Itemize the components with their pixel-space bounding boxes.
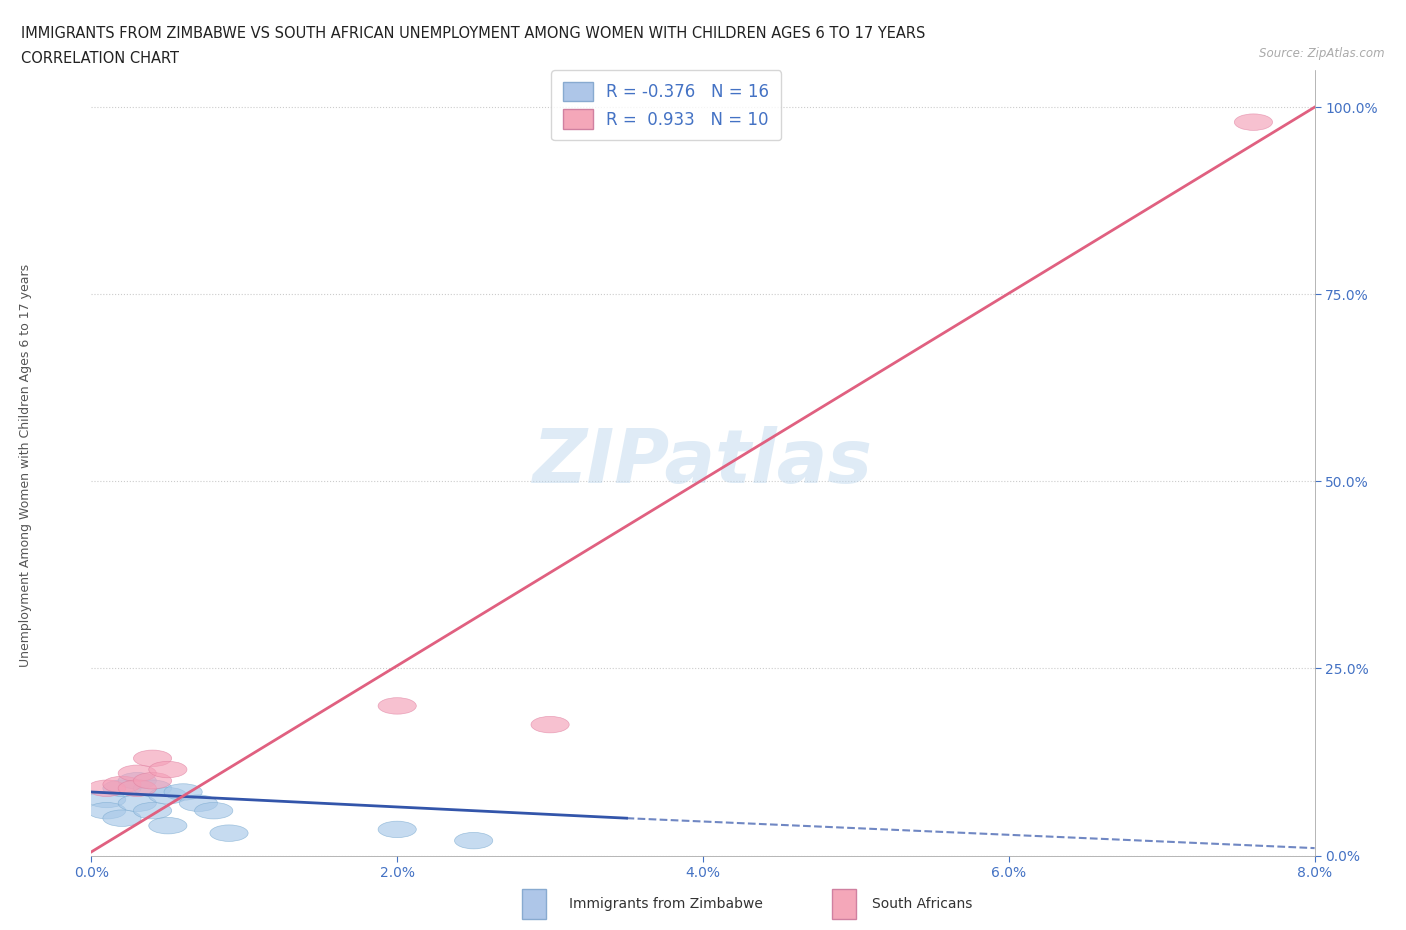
Ellipse shape [149, 788, 187, 804]
Ellipse shape [378, 698, 416, 714]
Text: Source: ZipAtlas.com: Source: ZipAtlas.com [1260, 46, 1385, 60]
Ellipse shape [134, 773, 172, 789]
Ellipse shape [194, 803, 233, 819]
Ellipse shape [134, 751, 172, 766]
Text: Unemployment Among Women with Children Ages 6 to 17 years: Unemployment Among Women with Children A… [18, 263, 32, 667]
Ellipse shape [454, 832, 492, 849]
Ellipse shape [1234, 113, 1272, 130]
Ellipse shape [118, 765, 156, 781]
Text: CORRELATION CHART: CORRELATION CHART [21, 51, 179, 66]
Ellipse shape [209, 825, 247, 842]
Ellipse shape [180, 795, 218, 812]
Ellipse shape [103, 777, 141, 792]
Ellipse shape [118, 795, 156, 812]
Ellipse shape [103, 780, 141, 796]
Text: IMMIGRANTS FROM ZIMBABWE VS SOUTH AFRICAN UNEMPLOYMENT AMONG WOMEN WITH CHILDREN: IMMIGRANTS FROM ZIMBABWE VS SOUTH AFRICA… [21, 26, 925, 41]
Ellipse shape [165, 784, 202, 800]
Ellipse shape [149, 762, 187, 777]
Ellipse shape [118, 780, 156, 796]
Ellipse shape [134, 780, 172, 796]
Ellipse shape [149, 817, 187, 834]
Ellipse shape [87, 803, 125, 819]
Text: ZIPatlas: ZIPatlas [533, 426, 873, 499]
Ellipse shape [87, 791, 125, 807]
Ellipse shape [87, 780, 125, 796]
Text: Immigrants from Zimbabwe: Immigrants from Zimbabwe [569, 897, 763, 911]
Ellipse shape [378, 821, 416, 838]
Ellipse shape [118, 773, 156, 789]
Ellipse shape [103, 810, 141, 827]
Ellipse shape [531, 716, 569, 733]
Text: South Africans: South Africans [872, 897, 972, 911]
Ellipse shape [134, 803, 172, 819]
Legend: R = -0.376   N = 16, R =  0.933   N = 10: R = -0.376 N = 16, R = 0.933 N = 10 [551, 71, 782, 140]
